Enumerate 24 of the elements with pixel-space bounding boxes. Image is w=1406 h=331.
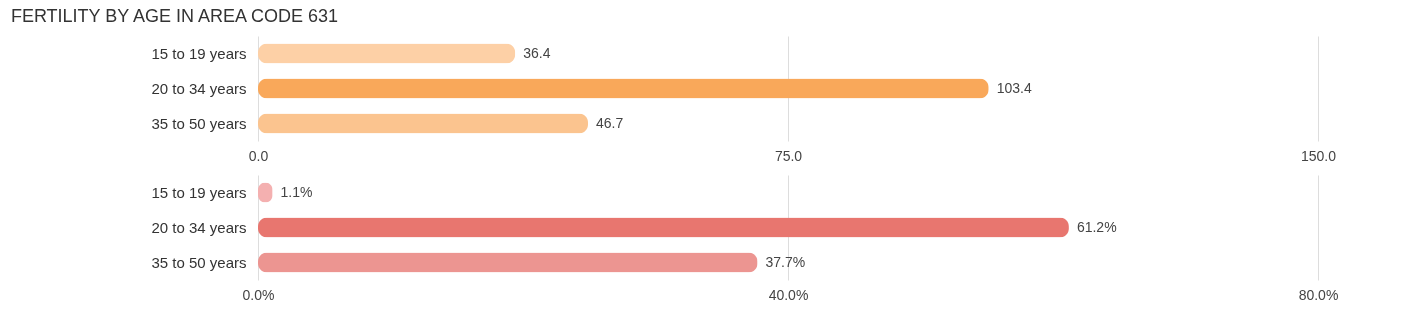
y-tick-label: 15 to 19 years <box>151 44 247 62</box>
data-label: 61.2% <box>1076 218 1117 235</box>
bar <box>258 217 1069 238</box>
x-tick-label: 0.0 <box>248 147 269 164</box>
x-tick-label: 80.0% <box>1298 286 1339 303</box>
bar <box>258 252 758 273</box>
data-label: 1.1% <box>280 183 313 200</box>
y-tick-label: 20 to 34 years <box>151 79 247 97</box>
y-tick-label: 35 to 50 years <box>151 253 247 271</box>
bar <box>258 113 589 134</box>
data-label: 37.7% <box>765 253 806 270</box>
data-label: 46.7 <box>596 114 624 131</box>
data-label: 36.4 <box>523 44 551 61</box>
x-tick-label: 150.0 <box>1300 147 1337 164</box>
x-tick-label: 75.0 <box>774 147 803 164</box>
data-label: 103.4 <box>996 79 1032 96</box>
bar <box>258 43 516 64</box>
x-tick-label: 0.0% <box>242 286 275 303</box>
y-tick-label: 15 to 19 years <box>151 183 247 201</box>
x-tick-label: 40.0% <box>768 286 809 303</box>
bar <box>258 78 989 99</box>
y-tick-label: 35 to 50 years <box>151 114 247 132</box>
chart-title: FERTILITY BY AGE IN AREA CODE 631 <box>10 6 339 26</box>
y-tick-label: 20 to 34 years <box>151 218 247 236</box>
